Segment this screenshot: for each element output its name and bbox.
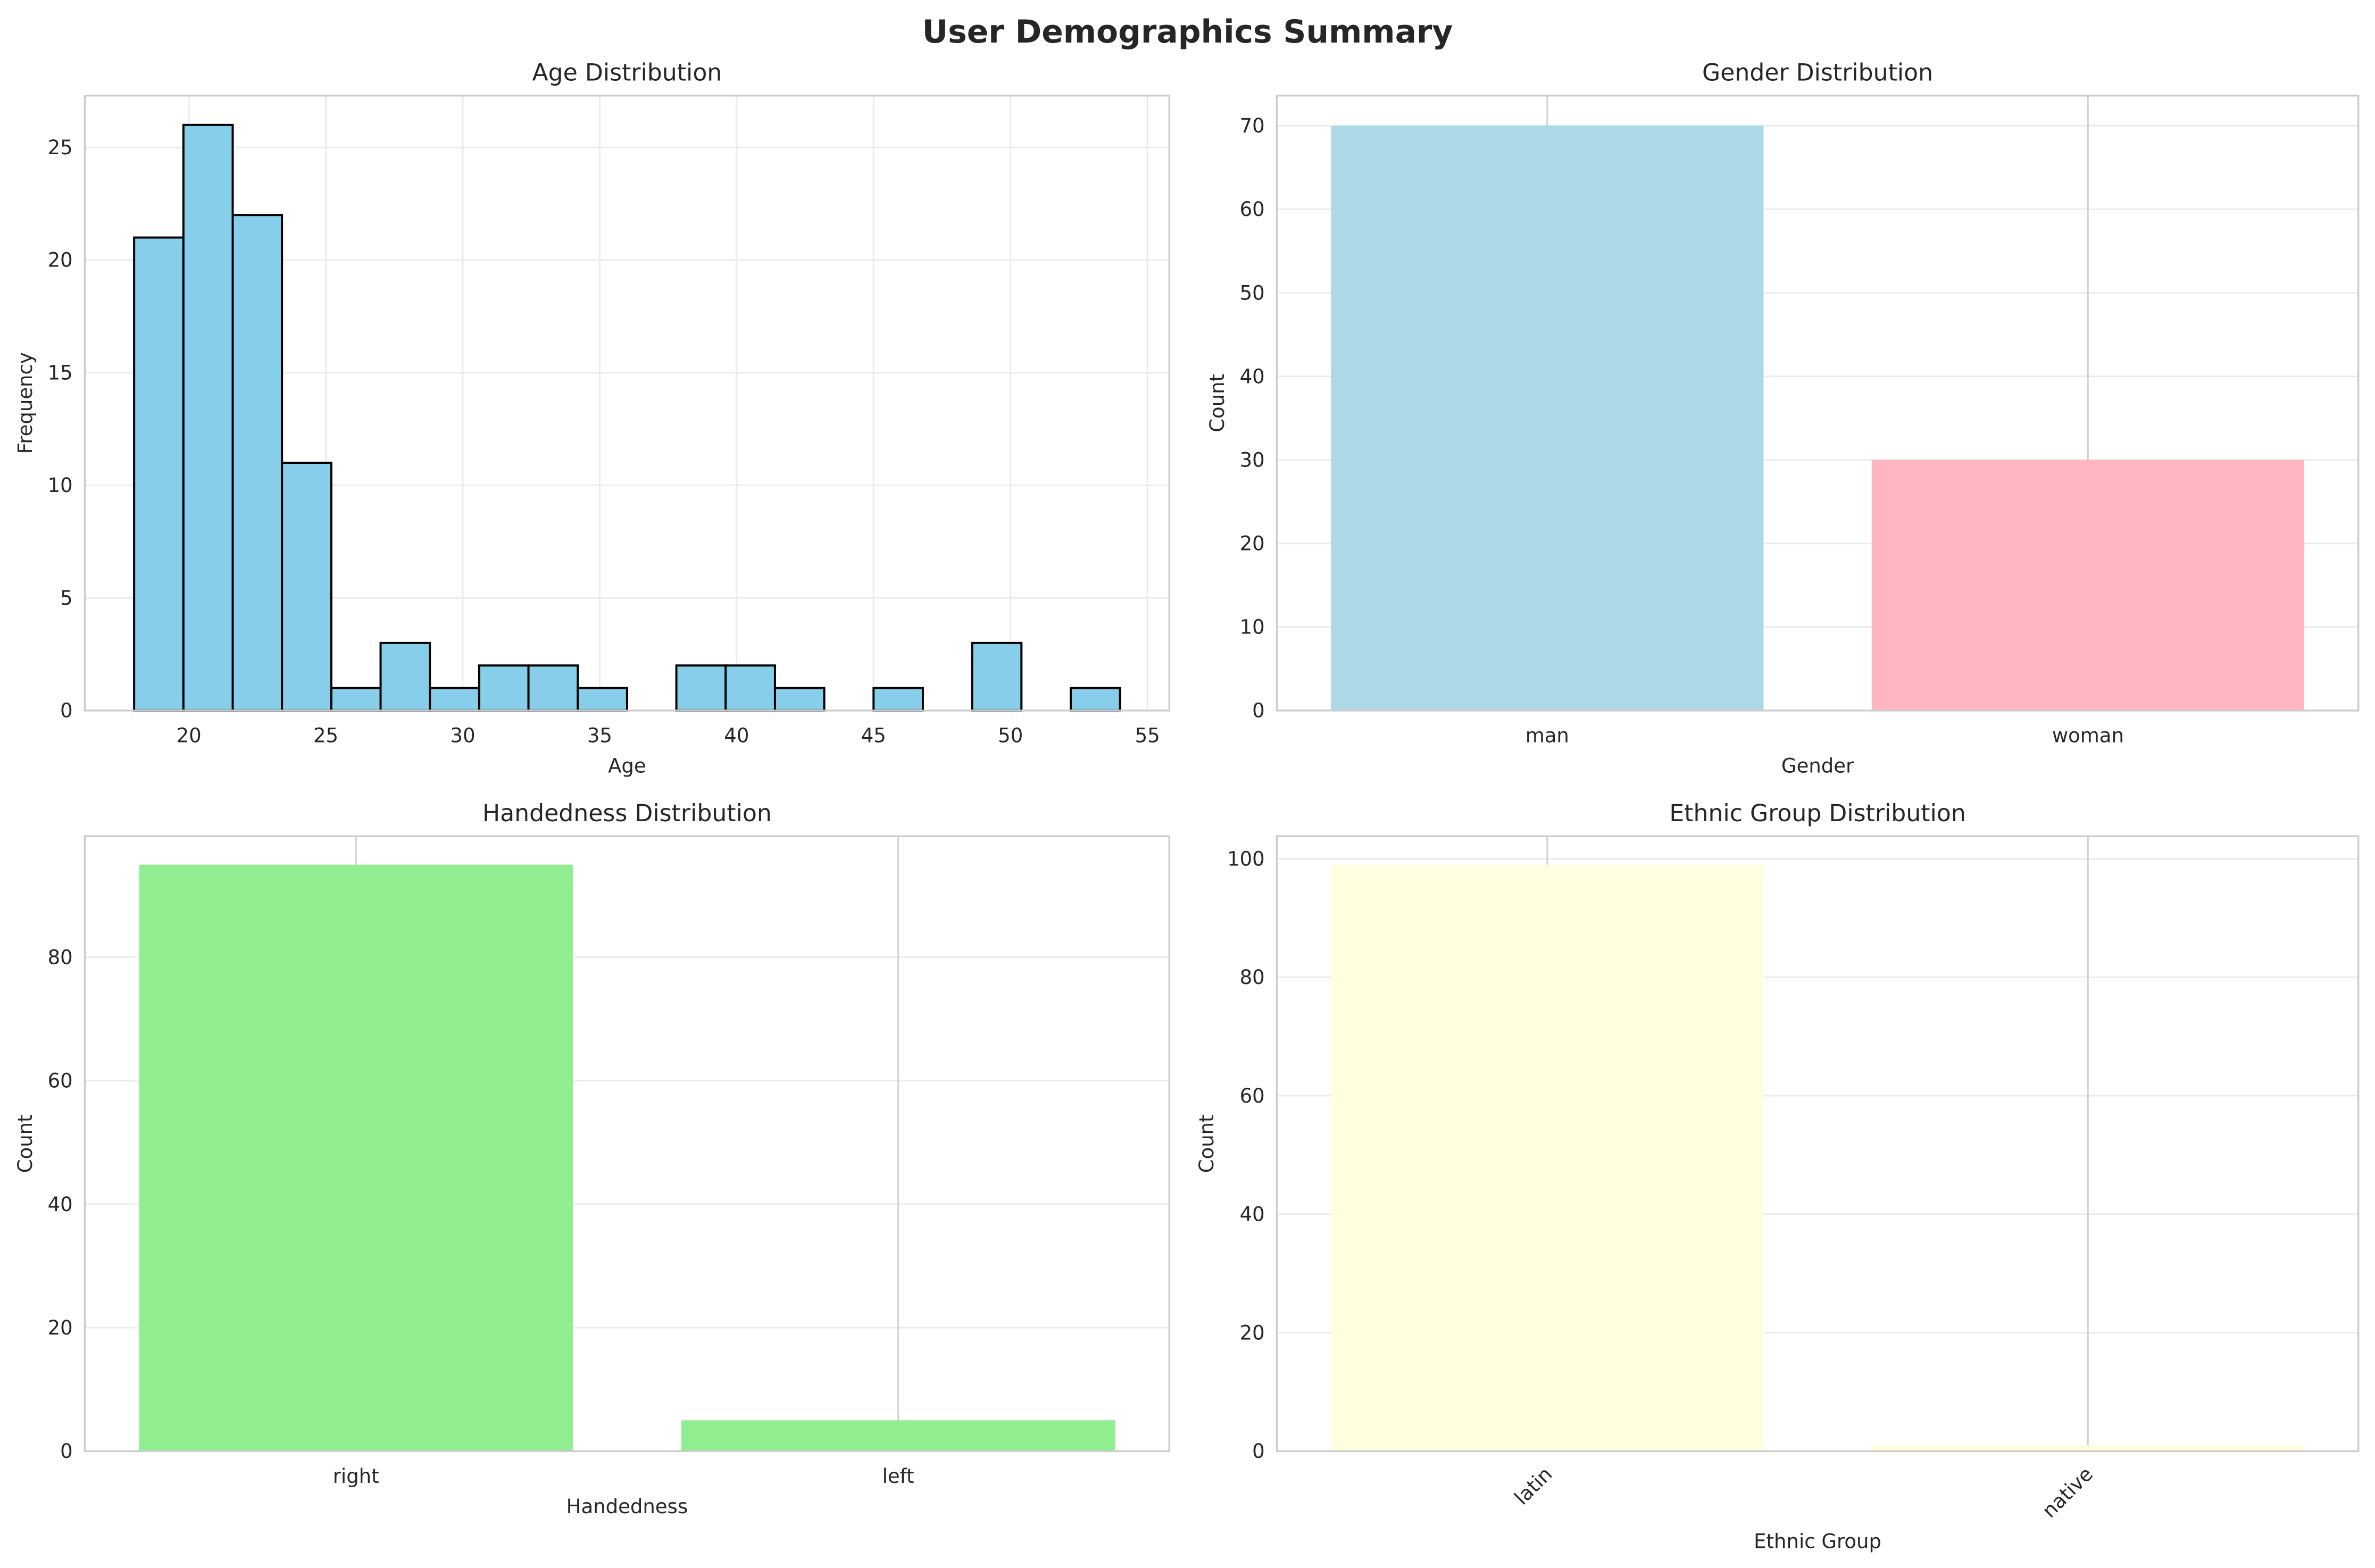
- histogram-bar: [872, 687, 924, 712]
- histogram-bar: [133, 236, 185, 712]
- y-tick-label: 80: [48, 946, 73, 969]
- y-axis-label: Count: [1206, 374, 1229, 432]
- y-tick-label: 0: [60, 1440, 73, 1463]
- y-tick-label: 30: [1240, 448, 1265, 471]
- bar: [1871, 460, 2305, 711]
- y-tick-label: 0: [1252, 699, 1265, 722]
- x-tick-label: man: [1526, 724, 1569, 747]
- histogram-bar: [281, 462, 332, 712]
- y-tick-label: 20: [48, 249, 73, 272]
- x-tick-label: 45: [861, 724, 886, 747]
- x-axis-label: Gender: [1781, 755, 1854, 778]
- histogram-bar: [231, 214, 284, 712]
- bar: [1331, 864, 1764, 1452]
- y-tick-label: 20: [1240, 532, 1265, 555]
- axes-title: Ethnic Group Distribution: [1669, 800, 1965, 827]
- axes-title: Gender Distribution: [1702, 59, 1933, 86]
- histogram-bar: [478, 664, 530, 712]
- y-tick-label: 40: [1240, 365, 1265, 388]
- y-tick-label: 40: [48, 1193, 73, 1216]
- y-tick-label: 20: [48, 1316, 73, 1339]
- histogram-bar: [724, 664, 776, 712]
- x-tick-label: woman: [2052, 724, 2124, 747]
- histogram-bar: [330, 687, 382, 712]
- y-tick-label: 20: [1240, 1321, 1265, 1344]
- x-tick-label: 20: [177, 724, 202, 747]
- axes-frame: [84, 835, 1171, 1453]
- bar: [681, 1420, 1115, 1452]
- y-tick-label: 0: [1252, 1440, 1265, 1463]
- histogram-bar: [429, 687, 480, 712]
- x-tick-label: 40: [724, 724, 749, 747]
- y-tick-label: 15: [48, 361, 73, 384]
- y-axis-label: Count: [14, 1114, 37, 1173]
- bar: [139, 864, 573, 1452]
- y-tick-label: 60: [1240, 1085, 1265, 1107]
- y-tick-label: 50: [1240, 281, 1265, 304]
- x-tick-label: 55: [1135, 724, 1160, 747]
- x-tick-label: 50: [998, 724, 1023, 747]
- y-tick-label: 10: [48, 474, 73, 497]
- x-axis-label: Handedness: [566, 1495, 688, 1518]
- x-tick-label: 25: [313, 724, 338, 747]
- y-tick-label: 25: [48, 136, 73, 159]
- y-tick-label: 70: [1240, 114, 1265, 137]
- bar: [1871, 1445, 2305, 1452]
- histogram-bar: [675, 664, 727, 712]
- y-tick-label: 100: [1227, 847, 1265, 870]
- x-tick-label: right: [333, 1465, 379, 1488]
- x-axis-label: Ethnic Group: [1754, 1530, 1881, 1553]
- y-tick-label: 5: [60, 587, 73, 610]
- y-tick-label: 40: [1240, 1203, 1265, 1226]
- axes-title: Handedness Distribution: [482, 800, 772, 827]
- x-axis-label: Age: [608, 755, 646, 778]
- axes-title: Age Distribution: [532, 59, 722, 86]
- histogram-bar: [527, 664, 579, 712]
- axes-frame: [1276, 835, 2360, 1453]
- y-tick-label: 60: [1240, 198, 1265, 221]
- axes-frame: [1276, 95, 2360, 712]
- x-tick-label: 35: [587, 724, 612, 747]
- histogram-bar: [1069, 687, 1121, 712]
- y-tick-label: 0: [60, 699, 73, 722]
- x-tick-label: 30: [450, 724, 475, 747]
- y-axis-label: Frequency: [14, 352, 37, 454]
- bar: [1331, 126, 1764, 711]
- histogram-bar: [577, 687, 628, 712]
- histogram-bar: [182, 123, 234, 712]
- histogram-bar: [773, 687, 826, 712]
- y-tick-label: 10: [1240, 616, 1265, 639]
- y-tick-label: 60: [48, 1070, 73, 1092]
- axes-frame: [84, 95, 1171, 712]
- figure-title: User Demographics Summary: [922, 14, 1453, 51]
- y-axis-label: Count: [1195, 1114, 1218, 1173]
- x-tick-label: left: [882, 1465, 914, 1488]
- histogram-bar: [971, 641, 1023, 712]
- y-tick-label: 80: [1240, 966, 1265, 989]
- histogram-bar: [379, 641, 431, 712]
